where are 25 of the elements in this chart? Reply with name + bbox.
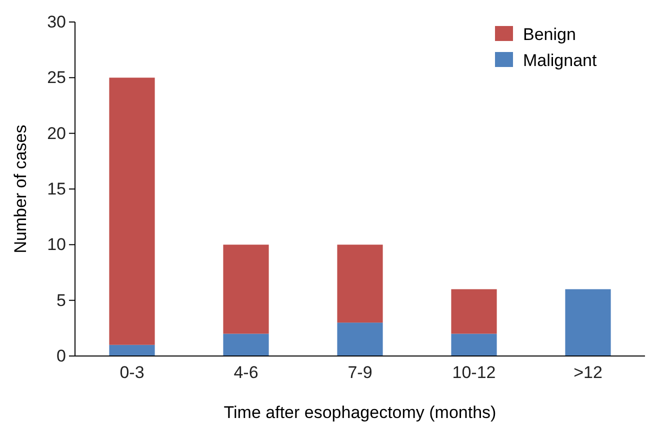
bar (223, 244, 269, 334)
bar (223, 334, 269, 356)
x-tick-label: 4-6 (234, 363, 258, 382)
bar (337, 322, 383, 356)
y-tick-label: 30 (47, 12, 66, 32)
bar (451, 289, 497, 334)
y-tick-label: 5 (56, 290, 66, 310)
legend-label: Benign (523, 25, 576, 44)
bar (451, 334, 497, 356)
y-tick-label: 20 (47, 124, 66, 143)
bar (337, 244, 383, 323)
x-tick-label: 7-9 (348, 363, 372, 382)
bar (109, 344, 155, 356)
bar (109, 78, 155, 345)
y-tick-label: 0 (56, 346, 66, 366)
y-tick-label: 10 (47, 235, 66, 254)
x-tick-label: 0-3 (120, 363, 144, 382)
legend-label: Malignant (523, 51, 597, 70)
bar (565, 289, 611, 356)
x-tick-label: 10-12 (452, 363, 496, 382)
x-axis-title: Time after esophagectomy (months) (224, 403, 496, 422)
y-tick-label: 15 (47, 179, 66, 198)
y-tick-label: 25 (47, 68, 66, 88)
y-axis-title: Number of cases (11, 124, 30, 254)
x-tick-label: >12 (574, 363, 602, 382)
